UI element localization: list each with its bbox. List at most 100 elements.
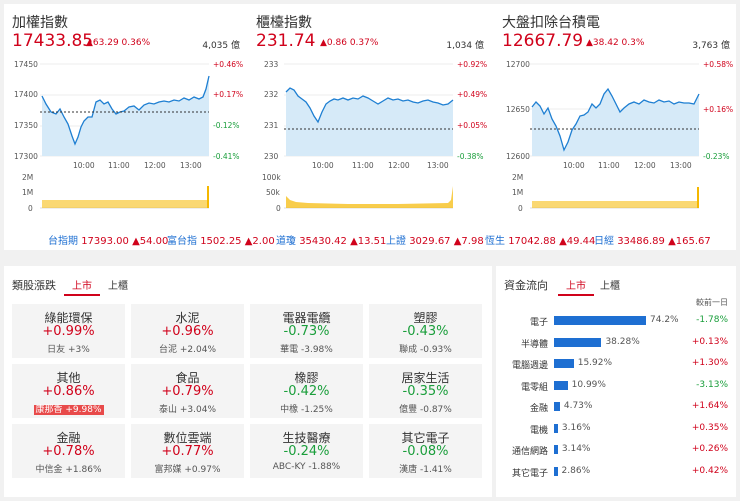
sector-tile[interactable]: 綠能環保 +0.99% 日友 +3%: [12, 304, 125, 358]
index-name: 加權指數: [12, 15, 68, 31]
sector-leader-text: 泰山 +3.04%: [159, 405, 216, 415]
x-tick-label: 10:00: [312, 161, 334, 170]
sector-leader[interactable]: 華電 -3.98%: [250, 342, 363, 355]
sector-change: +0.77%: [161, 444, 214, 459]
ticker-item[interactable]: 台指期 17393.00 ▲54.00: [48, 232, 168, 247]
x-tick-label: 11:00: [108, 161, 130, 170]
index-chart: 233 232 231 230 +0.92% +0.49% +0.05% -0.…: [262, 60, 487, 213]
sector-leader[interactable]: 漢唐 -1.41%: [369, 462, 482, 475]
price-line: [531, 87, 700, 152]
fund-flow-share: 74.2%: [650, 315, 679, 325]
sector-tile[interactable]: 食品 +0.79% 泰山 +3.04%: [131, 364, 244, 418]
sector-tile[interactable]: 塑膠 -0.43% 聯成 -0.93%: [369, 304, 482, 358]
sector-tile[interactable]: 水泥 +0.96% 台泥 +2.04%: [131, 304, 244, 358]
fund-flow-change: +0.42%: [691, 465, 728, 476]
vol-tick-label: 2M: [22, 173, 33, 182]
fund-flow-change: +0.13%: [691, 336, 728, 347]
sector-leader-text: 華電 -3.98%: [280, 345, 333, 355]
ticker-item[interactable]: 恆生 17042.88 ▲49.44: [485, 232, 595, 247]
fund-flow-row[interactable]: 電腦週邊 15.92% +1.30%: [496, 354, 736, 374]
sector-tile[interactable]: 其它電子 -0.08% 漢唐 -1.41%: [369, 424, 482, 478]
sector-change: -0.43%: [402, 324, 449, 339]
fund-flow-sector: 電腦週邊: [511, 361, 548, 371]
sector-name: 其它電子: [401, 431, 450, 445]
sector-name: 居家生活: [401, 371, 450, 385]
y-tick-label: 17300: [14, 152, 38, 161]
tab-otc[interactable]: 上櫃: [108, 281, 128, 292]
sector-leader[interactable]: 日友 +3%: [12, 342, 125, 355]
sector-change: +0.86%: [42, 384, 95, 399]
y-tick-label: 231: [264, 121, 279, 130]
sector-leader[interactable]: 中橡 -1.25%: [250, 402, 363, 415]
sector-change: +0.78%: [42, 444, 95, 459]
fund-flow-row[interactable]: 電機 3.16% +0.35%: [496, 419, 736, 439]
price-area: [42, 76, 209, 156]
fund-flow-row[interactable]: 電零組 10.99% -3.13%: [496, 376, 736, 396]
sector-tile[interactable]: 數位雲端 +0.77% 富邦媒 +0.97%: [131, 424, 244, 478]
sector-leader-text: 聯成 -0.93%: [399, 345, 452, 355]
sector-leader[interactable]: 聯成 -0.93%: [369, 342, 482, 355]
ticker-item[interactable]: 上證 3029.67 ▲7.98: [386, 232, 484, 247]
index-chart: 12700 12650 12600 +0.58% +0.16% -0.23% 1…: [506, 60, 733, 213]
index-panel-taiex[interactable]: 加權指數 17433.85 ▲63.29 0.36% 4,035 億 17450…: [4, 4, 244, 224]
sector-tile[interactable]: 橡膠 -0.42% 中橡 -1.25%: [250, 364, 363, 418]
ticker-item[interactable]: 日經 33486.89 ▲165.67: [594, 232, 711, 247]
y-tick-label: 12650: [506, 105, 530, 114]
sector-tile[interactable]: 居家生活 -0.35% 億豐 -0.87%: [369, 364, 482, 418]
sector-performance-card: 類股漲跌 上市 上櫃 綠能環保 +0.99% 日友 +3% 水泥 +0.96% 台…: [4, 266, 492, 497]
fund-flow-row[interactable]: 金融 4.73% +1.64%: [496, 397, 736, 417]
pct-tick-label: -0.12%: [213, 121, 240, 130]
fund-flow-change: +0.26%: [691, 444, 728, 454]
sector-leader-text: ABC-KY -1.88%: [272, 462, 341, 472]
fund-flow-share: 3.14%: [561, 444, 591, 454]
sector-leader-text: 漢唐 -1.41%: [399, 465, 452, 475]
tab-otc[interactable]: 上櫃: [600, 281, 620, 292]
fund-flow-change: +1.64%: [691, 401, 728, 411]
index-panel-ex-tsmc[interactable]: 大盤扣除台積電 12667.79 ▲38.42 0.3% 3,763 億 127…: [494, 4, 734, 224]
ticker-item[interactable]: 富台指 1502.25 ▲2.00: [167, 232, 275, 247]
sector-leader[interactable]: 中信金 +1.86%: [12, 462, 125, 475]
fund-flow-row[interactable]: 通信網路 3.14% +0.26%: [496, 440, 736, 460]
fund-flow-share: 15.92%: [577, 358, 613, 368]
volume-area: [286, 186, 453, 208]
sector-tile[interactable]: 生技醫療 -0.24% ABC-KY -1.88%: [250, 424, 363, 478]
sector-tile[interactable]: 金融 +0.78% 中信金 +1.86%: [12, 424, 125, 478]
sector-leader-text: 日友 +3%: [47, 345, 90, 355]
sector-leader[interactable]: 億豐 -0.87%: [369, 402, 482, 415]
index-chart: 17450 17400 17350 17300 +0.46% +0.17% -0…: [14, 60, 243, 213]
fund-flow-row[interactable]: 電子 74.2% -1.78%: [496, 311, 736, 331]
fund-flow-row[interactable]: 其它電子 2.86% +0.42%: [496, 462, 736, 482]
tab-listed[interactable]: 上市: [72, 281, 92, 292]
active-tab-indicator: [558, 294, 594, 296]
ticker-item[interactable]: 道瓊 35430.42 ▲13.51: [276, 232, 386, 247]
section-title: 類股漲跌: [12, 279, 56, 292]
fund-flow-sector: 其它電子: [511, 468, 548, 479]
pct-tick-label: +0.05%: [457, 121, 487, 130]
index-panel-otc[interactable]: 櫃檯指數 231.74 ▲0.86 0.37% 1,034 億 233 232 …: [248, 4, 488, 224]
pct-tick-label: +0.49%: [457, 90, 487, 99]
vol-tick-label: 50k: [266, 188, 281, 197]
price-area: [532, 89, 699, 156]
x-tick-label: 13:00: [670, 161, 692, 170]
sector-name: 橡膠: [294, 371, 319, 385]
fund-flow-sector: 電子: [529, 318, 548, 328]
sector-leader[interactable]: 康那香 +9.98%: [12, 402, 125, 415]
index-volume: 4,035 億: [202, 41, 240, 51]
sector-tile[interactable]: 電器電纜 -0.73% 華電 -3.98%: [250, 304, 363, 358]
fund-flow-row[interactable]: 半導體 38.28% +0.13%: [496, 333, 736, 353]
volume-bars: [42, 200, 208, 208]
sector-name: 金融: [56, 431, 81, 445]
sector-leader[interactable]: 富邦媒 +0.97%: [131, 462, 244, 475]
sector-leader[interactable]: 台泥 +2.04%: [131, 342, 244, 355]
pct-tick-label: +0.16%: [703, 105, 733, 114]
index-price: 12667.79: [502, 31, 584, 51]
sector-tile[interactable]: 其他 +0.86% 康那香 +9.98%: [12, 364, 125, 418]
fund-flow-share: 38.28%: [605, 336, 640, 347]
fund-flow-bar: [554, 359, 574, 368]
sector-leader[interactable]: 泰山 +3.04%: [131, 402, 244, 415]
sector-leader[interactable]: ABC-KY -1.88%: [250, 462, 363, 472]
ticker-name: 日經: [594, 236, 614, 247]
y-tick-label: 17350: [14, 121, 38, 130]
tab-listed[interactable]: 上市: [566, 281, 586, 292]
sector-change: +0.79%: [161, 384, 214, 399]
